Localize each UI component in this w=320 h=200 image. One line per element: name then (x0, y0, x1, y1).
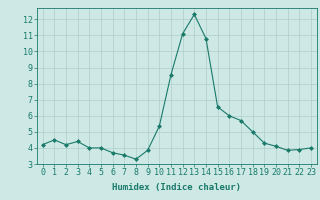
X-axis label: Humidex (Indice chaleur): Humidex (Indice chaleur) (112, 183, 241, 192)
